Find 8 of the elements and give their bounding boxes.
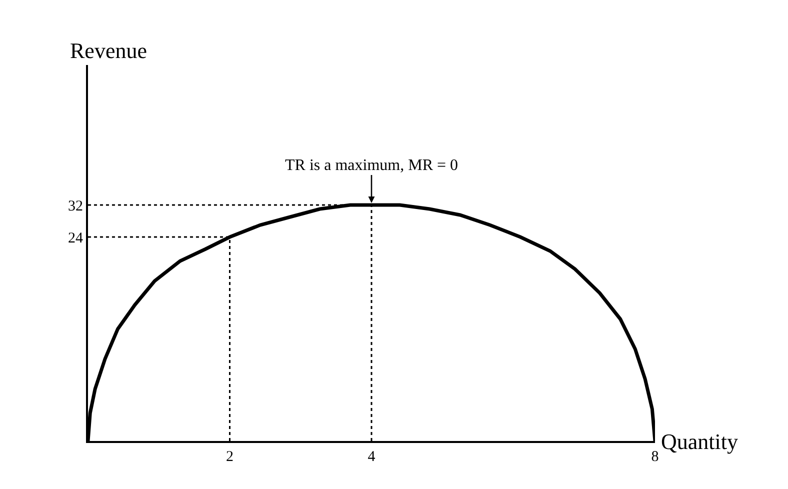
annotation: TR is a maximum, MR = 0	[285, 157, 458, 174]
y-axis-title: Revenue	[70, 38, 147, 63]
x-tick-label: 8	[651, 449, 659, 465]
x-axis-title: Quantity	[661, 429, 738, 454]
x-tick-label: 4	[368, 449, 376, 465]
y-tick-label: 24	[68, 230, 84, 246]
y-tick-label: 32	[68, 198, 83, 214]
x-tick-label: 2	[226, 449, 234, 465]
